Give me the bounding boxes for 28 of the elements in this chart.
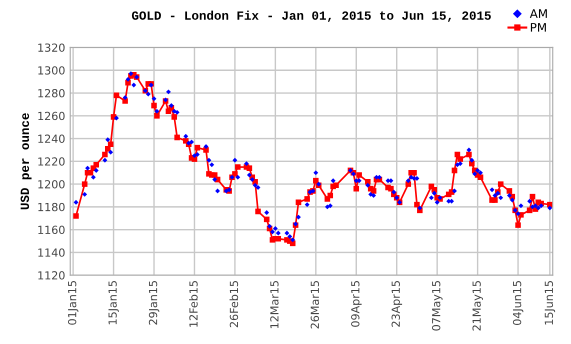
legend-label: AM xyxy=(530,9,547,18)
x-tick-label: 26Mar15 xyxy=(310,281,320,328)
x-tick-label: 15Jun15 xyxy=(544,281,556,324)
y-tick-label: 1120 xyxy=(38,271,65,280)
x-tick-label: 29Jan15 xyxy=(148,281,160,325)
y-tick-label: 1320 xyxy=(38,43,65,52)
x-tick-label: 09Apr15 xyxy=(351,281,362,327)
y-tick-label: 1140 xyxy=(38,248,65,257)
y-tick-label: 1280 xyxy=(38,88,65,98)
x-tick-label: 01Jan15 xyxy=(68,281,78,325)
x-tick-label: 04Jun15 xyxy=(512,281,524,325)
x-tick-label: 23Apr15 xyxy=(392,281,402,327)
y-tick-label: 1180 xyxy=(38,202,65,212)
y-axis-title: USD per ounce xyxy=(20,113,32,210)
y-tick-label: 1300 xyxy=(38,66,65,75)
x-tick-label: 07May15 xyxy=(432,281,443,331)
chart-title: GOLD - London Fix - Jan 01, 2015 to Jun 15, 2015 xyxy=(132,10,491,22)
x-tick-label: 12Feb15 xyxy=(189,281,198,327)
x-tick-label: 12Mar15 xyxy=(270,281,279,328)
x-tick-label: 21May15 xyxy=(472,281,483,330)
y-tick-label: 1160 xyxy=(38,226,65,234)
legend-label: PM xyxy=(530,23,546,32)
x-tick-label: 26Feb15 xyxy=(230,281,238,328)
y-tick-label: 1200 xyxy=(38,180,65,188)
x-tick-label: 15Jan15 xyxy=(108,281,119,324)
y-tick-label: 1220 xyxy=(38,157,65,166)
y-tick-label: 1240 xyxy=(38,134,65,143)
y-tick-label: 1260 xyxy=(38,112,65,120)
